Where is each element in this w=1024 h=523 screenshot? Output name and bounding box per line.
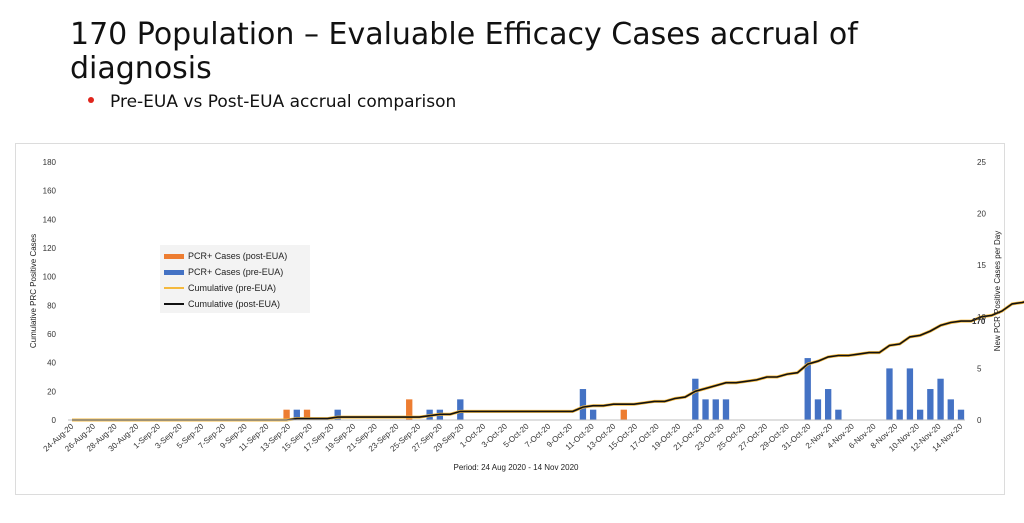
legend-item-pre-eua: PCR+ Cases (pre-EUA) xyxy=(164,264,306,280)
y-left-tick-label: 40 xyxy=(47,359,56,368)
bar-pre-eua xyxy=(916,409,924,420)
y-left-tick-label: 100 xyxy=(43,273,57,282)
y-right-axis-title: New PCR Positive Cases per Day xyxy=(993,231,1002,351)
bar-post-eua xyxy=(406,399,413,420)
bar-pre-eua xyxy=(814,399,822,420)
legend: PCR+ Cases (post-EUA) PCR+ Cases (pre-EU… xyxy=(160,245,310,313)
bar-pre-eua xyxy=(804,358,811,420)
bar-pre-eua xyxy=(906,368,914,420)
y-right-tick-label: 20 xyxy=(977,210,986,219)
legend-swatch-icon xyxy=(164,253,184,259)
bar-pre-eua xyxy=(937,378,944,420)
y-left-tick-label: 180 xyxy=(43,158,57,167)
bar-pre-eua xyxy=(722,399,730,420)
bar-pre-eua xyxy=(692,378,699,420)
bar-pre-eua xyxy=(886,368,893,420)
bullet-text: Pre-EUA vs Post-EUA accrual comparison xyxy=(110,92,457,112)
bar-layer xyxy=(283,358,965,420)
legend-label: Cumulative (pre-EUA) xyxy=(188,283,277,293)
y-left-tick-label: 120 xyxy=(43,244,57,253)
legend-item-post-eua: PCR+ Cases (post-EUA) xyxy=(164,248,306,264)
legend-label: PCR+ Cases (pre-EUA) xyxy=(188,267,284,277)
bar-pre-eua xyxy=(896,409,903,420)
legend-item-cum-post: Cumulative (post-EUA) xyxy=(164,296,306,312)
bar-post-eua xyxy=(303,409,311,420)
legend-swatch-icon xyxy=(164,269,184,275)
end-value-label: 170 xyxy=(972,317,986,326)
y-left-tick-label: 80 xyxy=(47,301,56,310)
bar-pre-eua xyxy=(957,409,965,420)
bar-post-eua xyxy=(283,409,290,420)
chart-frame xyxy=(15,143,1005,495)
bar-pre-eua xyxy=(824,389,832,420)
y-left-tick-label: 20 xyxy=(47,387,56,396)
bar-pre-eua xyxy=(712,399,719,420)
y-right-tick-label: 5 xyxy=(977,364,982,373)
slide-title: 170 Population – Evaluable Efficacy Case… xyxy=(70,17,858,86)
bar-pre-eua xyxy=(702,399,709,420)
bar-pre-eua xyxy=(579,389,587,420)
bar-pre-eua xyxy=(334,409,341,420)
legend-line-icon xyxy=(164,303,184,305)
legend-label: PCR+ Cases (post-EUA) xyxy=(188,251,288,261)
y-right-tick-label: 25 xyxy=(977,158,986,167)
bar-pre-eua xyxy=(457,399,464,420)
y-left-tick-label: 160 xyxy=(43,187,57,196)
bar-pre-eua xyxy=(589,409,597,420)
bar-pre-eua xyxy=(835,409,842,420)
y-right-tick-label: 0 xyxy=(977,416,982,425)
bar-pre-eua xyxy=(293,409,300,420)
legend-label: Cumulative (post-EUA) xyxy=(188,299,281,309)
bar-pre-eua xyxy=(947,399,954,420)
axes-layer: 020406080100120140160180051015202524-Aug… xyxy=(29,158,1002,472)
bullet-dot-icon xyxy=(88,97,94,103)
y-left-tick-label: 60 xyxy=(47,330,56,339)
y-right-tick-label: 15 xyxy=(977,261,986,270)
legend-line-icon xyxy=(164,287,184,289)
bullet-item: Pre-EUA vs Post-EUA accrual comparison xyxy=(88,92,456,112)
x-axis-title: Period: 24 Aug 2020 - 14 Nov 2020 xyxy=(454,463,580,472)
y-right-tick-label: 10 xyxy=(977,313,986,322)
bar-post-eua xyxy=(620,409,627,420)
y-left-axis-title: Cumulative PRC Positive Cases xyxy=(29,234,38,348)
y-left-tick-label: 0 xyxy=(52,416,57,425)
legend-item-cum-pre: Cumulative (pre-EUA) xyxy=(164,280,306,296)
y-left-tick-label: 140 xyxy=(43,215,57,224)
bar-pre-eua xyxy=(927,389,934,420)
